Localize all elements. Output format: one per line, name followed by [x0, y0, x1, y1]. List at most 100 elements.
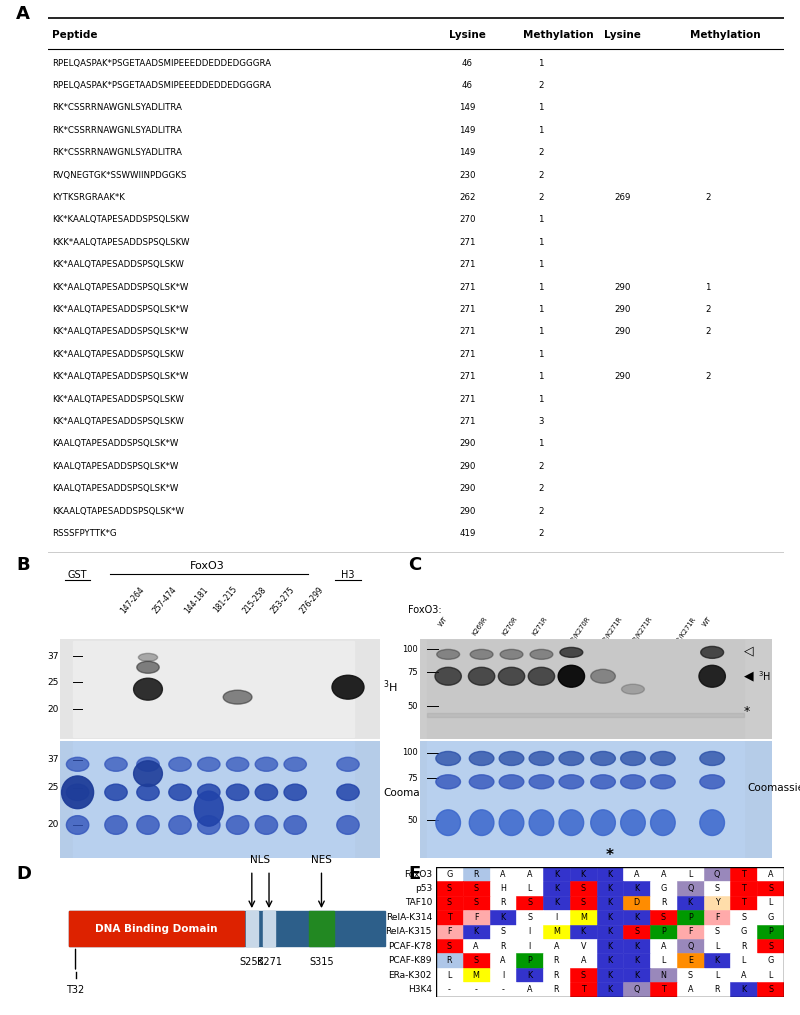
- Ellipse shape: [337, 757, 359, 771]
- Text: 25: 25: [47, 784, 58, 792]
- Ellipse shape: [255, 757, 278, 771]
- Text: K: K: [554, 870, 559, 879]
- Text: ◁: ◁: [744, 645, 754, 658]
- Text: 3: 3: [538, 417, 544, 426]
- Text: F: F: [715, 912, 719, 922]
- Text: T: T: [581, 985, 586, 994]
- Ellipse shape: [198, 757, 220, 771]
- Bar: [436, 867, 462, 881]
- Bar: [677, 881, 704, 895]
- Text: E: E: [688, 956, 693, 965]
- Text: K: K: [634, 942, 639, 951]
- Text: RVQNEGTGK*SSWWIINPDGGKS: RVQNEGTGK*SSWWIINPDGGKS: [52, 171, 186, 180]
- Ellipse shape: [436, 810, 461, 835]
- Text: T: T: [742, 870, 746, 879]
- Bar: [436, 881, 462, 895]
- Text: KK*KAALQTAPESADDSPSQLSKW: KK*KAALQTAPESADDSPSQLSKW: [52, 215, 189, 224]
- Text: S: S: [474, 956, 478, 965]
- Ellipse shape: [62, 775, 94, 809]
- Text: G: G: [446, 870, 453, 879]
- Text: K: K: [554, 884, 559, 893]
- Text: S: S: [447, 942, 452, 951]
- Text: RelA-K315: RelA-K315: [386, 928, 432, 936]
- Text: S: S: [768, 942, 773, 951]
- Text: L: L: [742, 956, 746, 965]
- Bar: [516, 953, 543, 968]
- Text: 2: 2: [538, 484, 544, 493]
- Text: 257-474: 257-474: [151, 585, 178, 615]
- Text: A: A: [554, 942, 559, 951]
- Text: F: F: [688, 928, 693, 936]
- Bar: [543, 895, 570, 910]
- Text: 290: 290: [459, 506, 476, 516]
- Text: R: R: [741, 942, 746, 951]
- Bar: [677, 910, 704, 925]
- Text: DNA Binding Domain: DNA Binding Domain: [95, 924, 218, 934]
- Text: 46: 46: [462, 81, 473, 90]
- Bar: [516, 895, 543, 910]
- Bar: [516, 983, 543, 997]
- Text: K: K: [742, 985, 746, 994]
- Text: S315: S315: [309, 956, 334, 966]
- Ellipse shape: [284, 757, 306, 771]
- Bar: [516, 867, 543, 881]
- Bar: [462, 983, 490, 997]
- Text: 1: 1: [538, 126, 544, 135]
- Ellipse shape: [560, 648, 583, 658]
- Bar: [704, 968, 730, 983]
- Bar: [650, 939, 677, 953]
- Ellipse shape: [590, 669, 615, 683]
- Text: 2: 2: [538, 529, 544, 538]
- Ellipse shape: [255, 785, 278, 801]
- Text: K: K: [634, 912, 639, 922]
- Bar: [730, 881, 758, 895]
- Text: 1: 1: [706, 282, 711, 291]
- Bar: [543, 925, 570, 939]
- Text: KK*AALQTAPESADDSPSQLSKW: KK*AALQTAPESADDSPSQLSKW: [52, 417, 183, 426]
- Text: S: S: [474, 884, 478, 893]
- Bar: [597, 867, 623, 881]
- Ellipse shape: [621, 751, 646, 765]
- Text: $^3$H: $^3$H: [383, 679, 398, 695]
- Text: D: D: [16, 865, 31, 883]
- Text: L: L: [715, 970, 719, 979]
- Text: 50: 50: [408, 816, 418, 825]
- Text: KAALQTAPESADDSPSQLSK*W: KAALQTAPESADDSPSQLSK*W: [52, 439, 178, 449]
- Ellipse shape: [700, 751, 725, 765]
- Ellipse shape: [169, 785, 191, 801]
- Text: 100: 100: [402, 748, 418, 757]
- Bar: [704, 881, 730, 895]
- Text: RelA-K314: RelA-K314: [386, 912, 432, 922]
- Text: A: A: [661, 942, 666, 951]
- Text: RSSSFPYTTK*G: RSSSFPYTTK*G: [52, 529, 116, 538]
- Text: Q: Q: [714, 870, 720, 879]
- Text: FoxO3: FoxO3: [404, 870, 432, 879]
- Ellipse shape: [137, 816, 159, 834]
- Bar: [462, 895, 490, 910]
- Text: I: I: [529, 942, 531, 951]
- Text: p53: p53: [414, 884, 432, 893]
- Ellipse shape: [137, 662, 159, 673]
- Text: G: G: [767, 912, 774, 922]
- Bar: [490, 939, 516, 953]
- Text: A: A: [768, 870, 774, 879]
- Text: K: K: [607, 942, 613, 951]
- Text: WT: WT: [438, 616, 449, 628]
- Ellipse shape: [701, 647, 724, 659]
- Text: 2: 2: [706, 328, 711, 336]
- Text: K269R/K271R: K269R/K271R: [593, 616, 623, 657]
- Text: Q: Q: [634, 985, 640, 994]
- Text: 419: 419: [459, 529, 476, 538]
- Ellipse shape: [255, 816, 278, 834]
- Text: Methylation: Methylation: [522, 29, 594, 40]
- Text: E: E: [408, 865, 420, 883]
- Text: L: L: [688, 870, 693, 879]
- Text: K: K: [474, 928, 478, 936]
- Bar: [490, 867, 516, 881]
- Bar: [490, 953, 516, 968]
- Bar: [570, 953, 597, 968]
- Bar: [704, 925, 730, 939]
- Text: 290: 290: [614, 282, 630, 291]
- Bar: [570, 968, 597, 983]
- Text: S: S: [500, 928, 506, 936]
